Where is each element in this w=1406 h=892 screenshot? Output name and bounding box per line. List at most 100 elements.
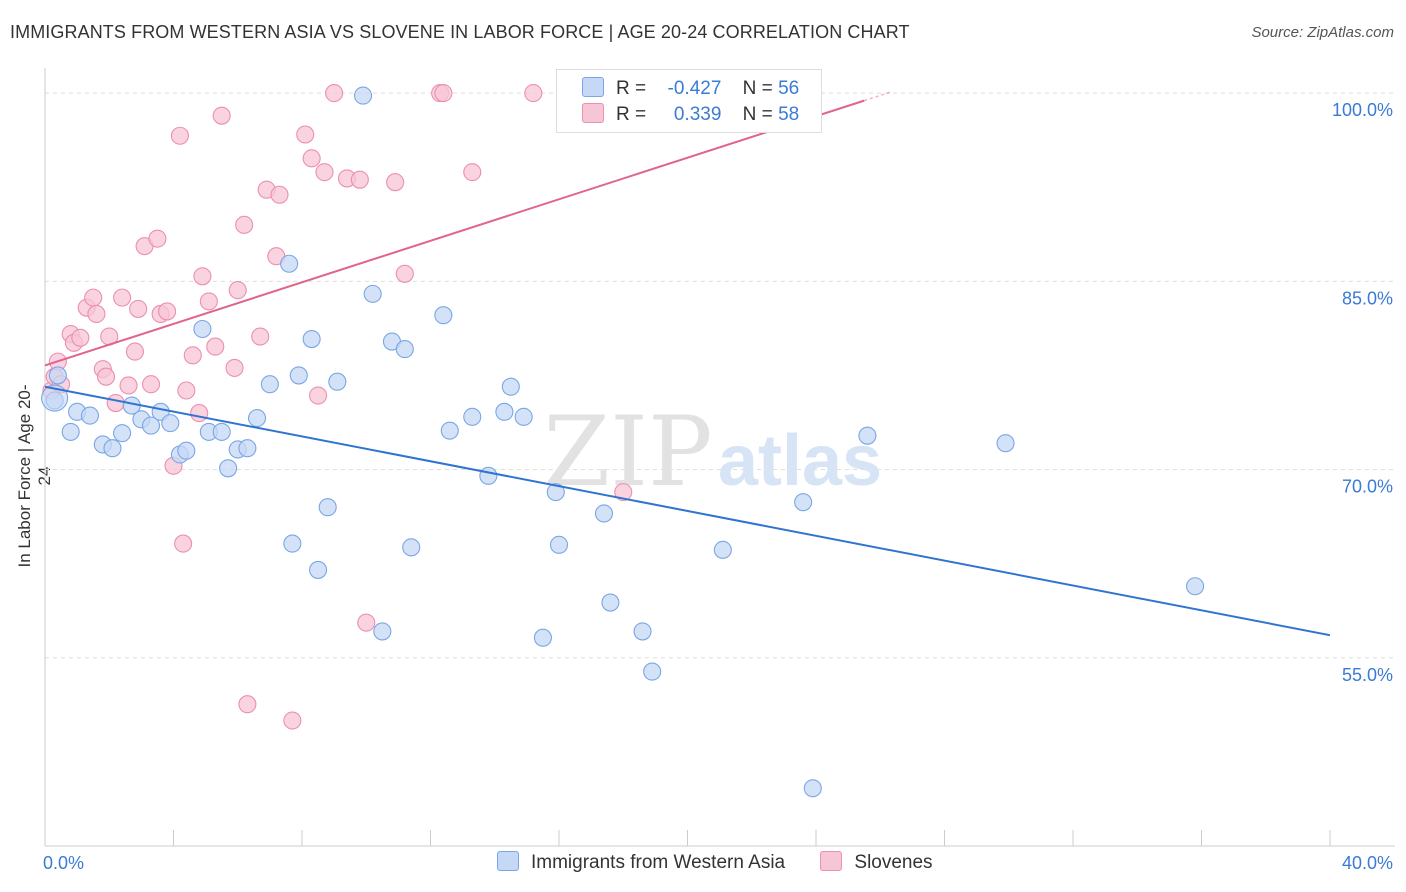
slovenes-point-40 xyxy=(270,185,289,204)
legend-item-slovenes[interactable]: Slovenes xyxy=(820,851,933,874)
legend-label-western-asia: Immigrants from Western Asia xyxy=(531,852,786,873)
western-asia-point-52 xyxy=(803,779,822,798)
western-asia-point-21 xyxy=(247,409,267,428)
slovenes-point-42 xyxy=(296,125,315,144)
western-asia-point-31 xyxy=(363,284,382,303)
slovenes-point-14 xyxy=(113,288,132,307)
slovenes-point-54 xyxy=(463,163,482,182)
slovenes-point-33 xyxy=(225,358,244,377)
legend-item-western-asia[interactable]: Immigrants from Western Asia xyxy=(497,851,785,874)
y-tick-label-55: 55.0% xyxy=(1342,665,1393,685)
western-asia-point-40 xyxy=(495,402,514,421)
slovenes-point-20 xyxy=(148,229,167,248)
western-asia-point-20 xyxy=(238,439,257,458)
slovenes-point-30 xyxy=(199,292,218,311)
western-asia-point-53 xyxy=(858,426,877,445)
slovenes-point-45 xyxy=(315,163,334,182)
western-asia-point-42 xyxy=(514,407,533,426)
western-asia-trend-line xyxy=(44,385,1331,637)
legend-row-western-asia: R = -0.427 N = 56 xyxy=(582,77,799,99)
slovenes-point-37 xyxy=(251,327,270,346)
slovenes-point-25 xyxy=(174,534,193,553)
x-tick-label-min: 0.0% xyxy=(43,853,84,873)
y-tick-label-85: 85.0% xyxy=(1342,288,1393,308)
source-label: Source: ZipAtlas.com xyxy=(1251,24,1394,41)
slovenes-trend-line xyxy=(44,99,865,367)
slovenes-points xyxy=(42,84,732,730)
slovenes-point-50 xyxy=(386,173,405,192)
western-asia-point-49 xyxy=(643,662,662,681)
r-label: R = xyxy=(616,104,647,125)
western-asia-point-54 xyxy=(996,434,1015,453)
slovenes-point-11 xyxy=(96,367,116,386)
slovenes-point-53 xyxy=(434,84,453,103)
slovenes-point-9 xyxy=(87,304,106,323)
slovenes-point-31 xyxy=(206,337,225,356)
x-tick-label-max: 40.0% xyxy=(1342,853,1393,873)
slovenes-point-29 xyxy=(193,267,212,286)
n-value-slovenes: 58 xyxy=(778,104,800,125)
tick-labels: 55.0% 70.0% 85.0% 100.0% 0.0% 40.0% xyxy=(43,100,1393,873)
slovenes-point-16 xyxy=(125,342,144,361)
western-asia-point-30 xyxy=(353,86,373,105)
western-asia-point-43 xyxy=(533,628,552,647)
western-asia-point-29 xyxy=(328,372,347,391)
slovenes-point-56 xyxy=(614,483,633,502)
western-asia-point-18 xyxy=(219,459,238,478)
n-label: N = xyxy=(742,104,773,125)
slovenes-point-24 xyxy=(170,126,189,145)
western-asia-point-14 xyxy=(177,441,196,460)
slovenes-point-55 xyxy=(524,84,543,103)
slovenes-point-6 xyxy=(71,328,90,347)
chart-title: IMMIGRANTS FROM WESTERN ASIA VS SLOVENE … xyxy=(10,22,910,42)
slovenes-point-8 xyxy=(84,288,103,307)
slovenes-point-17 xyxy=(129,299,148,318)
western-asia-point-46 xyxy=(594,504,614,523)
western-asia-point-27 xyxy=(309,560,328,579)
western-asia-point-36 xyxy=(434,306,453,325)
slovenes-point-35 xyxy=(235,215,254,234)
western-asia-point-17 xyxy=(212,422,231,441)
slovenes-point-26 xyxy=(177,381,196,400)
western-asia-point-45 xyxy=(549,535,569,554)
western-asia-point-38 xyxy=(463,407,482,426)
western-asia-point-22 xyxy=(260,375,279,394)
western-asia-point-51 xyxy=(794,493,813,512)
western-asia-point-25 xyxy=(289,366,308,385)
grid-lines xyxy=(45,92,1395,659)
slovenes-point-49 xyxy=(357,613,376,632)
western-asia-point-39 xyxy=(479,466,498,485)
western-asia-point-35 xyxy=(402,538,421,557)
slovenes-point-13 xyxy=(106,393,125,413)
western-asia-point-47 xyxy=(601,593,620,612)
western-asia-point-50 xyxy=(713,540,732,559)
slovenes-point-46 xyxy=(325,84,344,103)
series-legend: Immigrants from Western Asia Slovenes xyxy=(497,851,963,874)
western-asia-point-41 xyxy=(501,377,520,396)
legend-label-slovenes: Slovenes xyxy=(854,852,933,873)
trend-lines xyxy=(44,91,1331,637)
slovenes-point-32 xyxy=(212,106,231,125)
western-asia-point-23 xyxy=(280,254,299,273)
legend-row-slovenes: R = 0.339 N = 58 xyxy=(582,103,799,125)
zipatlas-watermark: ZIP atlas xyxy=(543,396,882,508)
slovenes-point-48 xyxy=(350,170,369,189)
western-asia-point-26 xyxy=(302,329,321,349)
slovenes-point-19 xyxy=(141,375,161,394)
slovenes-point-15 xyxy=(119,376,138,395)
r-label: R = xyxy=(616,78,647,99)
slovenes-point-51 xyxy=(395,264,414,283)
western-asia-point-12 xyxy=(161,414,180,433)
n-label: N = xyxy=(742,78,773,99)
slovenes-point-41 xyxy=(283,711,302,730)
slovenes-point-27 xyxy=(183,346,202,365)
western-asia-point-28 xyxy=(318,498,337,517)
y-tick-label-100: 100.0% xyxy=(1332,100,1393,120)
slovenes-point-34 xyxy=(228,281,247,300)
pink-swatch xyxy=(820,851,843,871)
western-asia-point-7 xyxy=(113,424,132,443)
slovenes-point-22 xyxy=(158,302,177,321)
axes xyxy=(44,68,1395,847)
correlation-legend: R = -0.427 N = 56 R = 0.339 N = 58 xyxy=(556,69,822,133)
